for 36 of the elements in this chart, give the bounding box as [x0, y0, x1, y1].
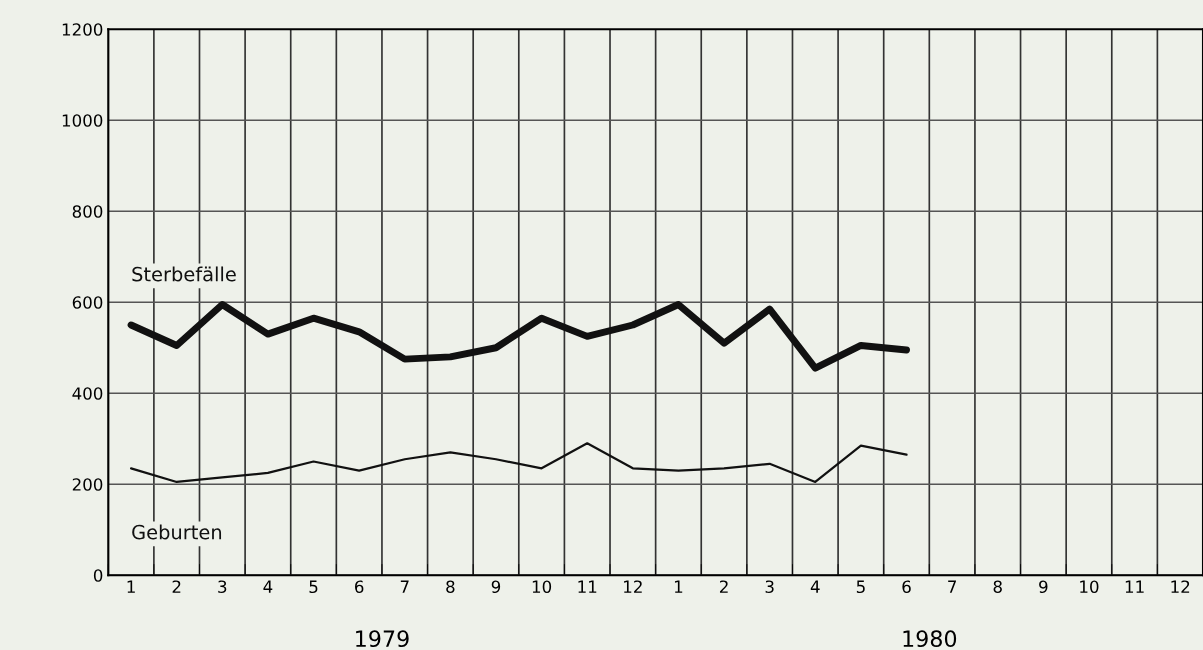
y-tick-label: 200 — [72, 478, 103, 491]
x-tick-label: 7 — [400, 580, 409, 593]
x-tick-label: 6 — [902, 580, 911, 594]
y-tick-label: 1200 — [62, 23, 103, 36]
text: Geburten — [132, 524, 222, 540]
line-series — [129, 442, 908, 484]
text: 1979 — [356, 630, 409, 648]
x-tick-label: 5 — [856, 580, 865, 594]
y-tick-label: 0 — [93, 569, 103, 582]
y-tick-label: 800 — [72, 205, 103, 218]
x-tick-label: 8 — [993, 580, 1002, 594]
x-tick-label: 12 — [1171, 580, 1190, 593]
x-tick-label: 2 — [172, 580, 181, 593]
x-tick-label: 3 — [765, 580, 774, 594]
x-tick-label: 3 — [218, 580, 227, 594]
x-tick-label: 4 — [263, 580, 273, 593]
x-tick-label: 2 — [719, 580, 728, 593]
x-tick-label: 9 — [491, 580, 501, 594]
x-tick-label: 11 — [1125, 580, 1144, 593]
series-label: Sterbefälle — [132, 266, 236, 282]
y-tick-label: 600 — [72, 296, 103, 309]
x-tick-label: 5 — [309, 580, 318, 594]
x-tick-label: 10 — [532, 580, 552, 594]
y-tick-label: 400 — [72, 387, 103, 400]
x-tick-label: 6 — [355, 580, 364, 594]
x-tick-label: 12 — [624, 580, 642, 593]
x-tick-label: 11 — [578, 580, 597, 593]
x-tick-label: 1 — [127, 580, 135, 593]
y-tick-label: 1000 — [62, 114, 103, 127]
x-tick-label: 8 — [446, 580, 455, 594]
x-tick-label: 1 — [674, 580, 683, 593]
text: 1980 — [903, 630, 957, 648]
x-tick-label: 9 — [1039, 580, 1048, 594]
x-tick-label: 4 — [810, 580, 820, 593]
x-tick-label: 7 — [948, 580, 956, 593]
x-tick-label: 10 — [1080, 580, 1099, 594]
